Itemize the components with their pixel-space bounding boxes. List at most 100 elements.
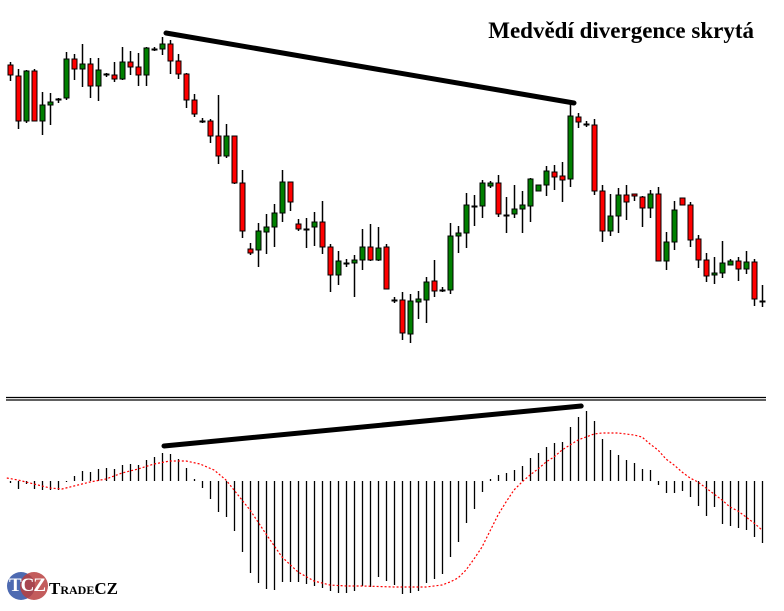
- tradecz-logo: TCZ TradeCZ: [7, 572, 147, 602]
- candle-body-bullish: [711, 272, 718, 276]
- logo-name: TradeCZ: [49, 579, 118, 598]
- candle: [399, 292, 406, 340]
- candle: [359, 229, 366, 270]
- candle: [167, 40, 174, 74]
- candle: [263, 214, 270, 254]
- candle-body-bearish: [495, 182, 502, 215]
- candle-body-bullish: [543, 170, 550, 186]
- candle: [311, 212, 318, 246]
- candle: [543, 166, 550, 196]
- candle: [695, 235, 702, 268]
- candle-body-bullish: [359, 246, 366, 261]
- candle-body-bullish: [447, 235, 454, 291]
- candle-body-bullish: [567, 115, 574, 180]
- candle-body-bullish: [95, 69, 102, 87]
- candle-body-bullish: [63, 58, 70, 99]
- candle-body-bearish: [287, 181, 294, 203]
- logo-abbr: TCZ: [9, 575, 46, 596]
- candle-body-bullish: [143, 47, 150, 76]
- candle: [71, 54, 78, 80]
- candle: [215, 95, 222, 164]
- candle-body-bullish: [535, 184, 542, 192]
- candle-body-bearish: [239, 182, 246, 232]
- candle: [479, 180, 486, 218]
- candle-body-bearish: [631, 193, 638, 197]
- candle-body-bearish: [135, 66, 142, 76]
- candle: [279, 170, 286, 222]
- candle-body-bullish: [271, 212, 278, 228]
- candle: [367, 224, 374, 261]
- candle: [519, 191, 526, 233]
- candle: [375, 227, 382, 261]
- candle: [223, 124, 230, 158]
- candle-body-bearish: [295, 223, 302, 230]
- candle-body-bullish: [279, 181, 286, 214]
- candle: [431, 260, 438, 297]
- candle: [735, 257, 742, 281]
- candle: [415, 291, 422, 319]
- candle-body-bearish: [655, 193, 662, 262]
- candle: [495, 175, 502, 217]
- candle-body-bullish: [79, 63, 86, 70]
- candle: [503, 197, 510, 233]
- candle-body-bullish: [311, 221, 318, 228]
- candle-body-bearish: [127, 61, 134, 68]
- candle-body-bullish: [23, 70, 30, 122]
- price-divergence-line: [163, 30, 577, 106]
- candle: [687, 202, 694, 247]
- candle: [143, 47, 150, 86]
- candle: [575, 113, 582, 128]
- candle: [583, 121, 590, 127]
- macd-signal-line: [6, 432, 763, 588]
- price-panel: [7, 30, 766, 343]
- chart-title: Medvědí divergence skrytá: [488, 18, 754, 43]
- candle-body-bullish: [463, 204, 470, 234]
- candle: [63, 52, 70, 100]
- candle-body-bearish: [327, 246, 334, 276]
- candle-body-bearish: [247, 248, 254, 254]
- candle-body-bullish: [719, 262, 726, 274]
- candle-body-bearish: [71, 58, 78, 70]
- candle-body-bearish: [111, 74, 118, 80]
- candle-body-bullish: [407, 300, 414, 335]
- candle-body-bullish: [671, 209, 678, 243]
- candle: [183, 73, 190, 108]
- candle: [535, 184, 542, 192]
- candle-body-bearish: [551, 171, 558, 178]
- candle-body-bearish: [183, 73, 190, 101]
- candle: [487, 181, 494, 188]
- candle-body-bullish: [263, 226, 270, 233]
- candle: [151, 47, 158, 51]
- candle: [439, 287, 446, 292]
- candle-body-bearish: [87, 63, 94, 87]
- candle-body-bullish: [159, 43, 166, 50]
- candle-body-bearish: [399, 299, 406, 334]
- candle-body-bullish: [47, 101, 54, 106]
- candle: [15, 69, 22, 129]
- candle: [591, 119, 598, 195]
- candle: [719, 241, 726, 278]
- macd-divergence-line: [161, 403, 584, 449]
- panel-separator: [6, 396, 766, 401]
- candle: [527, 178, 534, 222]
- candle: [231, 135, 238, 184]
- candle-body-bullish: [335, 260, 342, 276]
- candle-body-bullish: [39, 104, 46, 122]
- candle: [135, 53, 142, 86]
- candle-body-bullish: [647, 193, 654, 209]
- candle-body-bearish: [7, 64, 14, 76]
- candle: [671, 201, 678, 250]
- candle-body-bullish: [743, 261, 750, 270]
- candle-body-bearish: [599, 190, 606, 232]
- candle: [159, 37, 166, 55]
- candle: [567, 104, 574, 187]
- candle: [191, 94, 198, 117]
- candle: [703, 253, 710, 282]
- candle: [103, 73, 110, 77]
- candle-body-bullish: [351, 259, 358, 264]
- candle: [743, 251, 750, 274]
- candle: [23, 70, 30, 123]
- candle-body-bearish: [367, 246, 374, 261]
- candle-body-bearish: [231, 135, 238, 184]
- candle: [255, 223, 262, 267]
